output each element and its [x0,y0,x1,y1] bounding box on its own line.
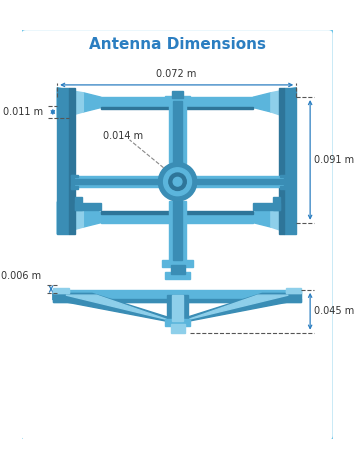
Text: 0.045 m: 0.045 m [314,306,355,316]
Bar [172,295,183,321]
Polygon shape [253,208,271,227]
Text: 0.011 m: 0.011 m [3,107,43,117]
Polygon shape [284,88,296,118]
Polygon shape [68,90,83,116]
Bar [284,175,287,189]
Bar [171,324,184,333]
Polygon shape [284,202,296,234]
Bar [286,288,302,294]
Bar [53,288,68,294]
Bar [279,88,284,234]
Bar [197,179,284,184]
Bar [186,176,197,187]
Polygon shape [188,295,288,319]
Polygon shape [68,205,83,231]
Bar [171,265,184,274]
Bar [101,212,253,223]
Polygon shape [271,90,284,116]
Bar [69,88,75,234]
Bar [75,176,158,187]
Bar [75,179,158,184]
Bar [53,299,302,302]
Polygon shape [253,93,271,112]
Bar [197,176,284,187]
Circle shape [169,173,186,190]
Bar [75,203,101,210]
Bar [169,101,186,163]
Bar [75,197,82,210]
Bar [279,175,287,177]
Bar [71,175,78,177]
Text: 0.072 m: 0.072 m [157,69,197,79]
Bar [284,88,296,234]
Bar [71,186,78,189]
Text: 0.006 m: 0.006 m [1,271,42,281]
Polygon shape [271,205,284,231]
Bar [158,176,169,187]
Circle shape [164,168,192,196]
Bar [173,201,182,260]
Polygon shape [53,290,68,294]
Bar [273,197,279,210]
Bar [167,295,188,321]
Bar [53,290,302,302]
Polygon shape [286,290,302,294]
Bar [101,107,253,109]
Polygon shape [66,295,167,319]
Polygon shape [57,202,68,234]
Polygon shape [57,88,68,118]
Bar [162,260,193,267]
Text: Antenna Dimensions: Antenna Dimensions [89,38,266,52]
FancyBboxPatch shape [21,29,334,441]
Bar [101,212,253,214]
Bar [57,88,69,234]
Bar [279,186,287,189]
Bar [101,97,253,107]
Text: 0.091 m: 0.091 m [314,155,355,165]
Bar [71,175,74,189]
Bar [165,272,190,280]
Polygon shape [83,208,101,227]
Polygon shape [188,294,302,321]
Bar [169,201,186,260]
Polygon shape [83,93,101,112]
Circle shape [173,177,182,186]
Bar [165,96,190,103]
Bar [173,101,182,163]
Bar [172,91,183,98]
Bar [165,318,190,325]
Circle shape [158,163,197,201]
Polygon shape [53,294,167,321]
Bar [253,203,279,210]
Text: 0.014 m: 0.014 m [103,131,143,141]
